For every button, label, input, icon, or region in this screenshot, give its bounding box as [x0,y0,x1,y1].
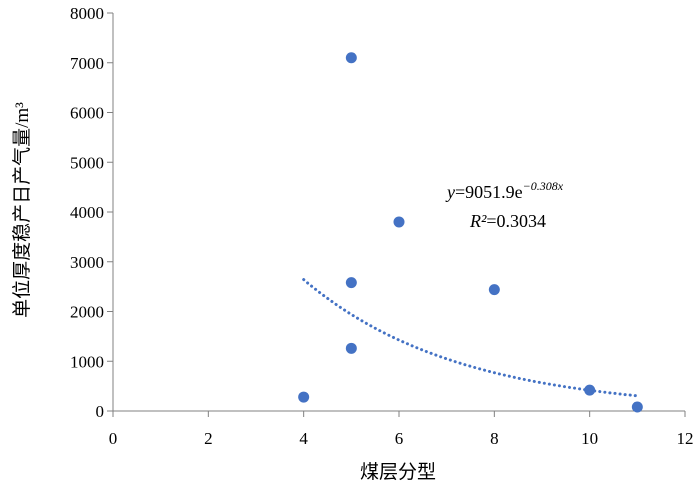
data-points [298,52,643,413]
data-point [488,284,500,296]
data-point [345,277,357,289]
y-tick-label: 3000 [70,253,104,272]
y-tick-label: 7000 [70,54,104,73]
y-tick-label: 0 [96,402,105,421]
x-tick-label: 8 [490,429,499,448]
y-axis-title: 单位厚度稳产日产气量/m³ [11,102,33,318]
y-tick-label: 2000 [70,303,104,322]
data-point [298,391,310,403]
trendline-equation: y=9051.9e−0.308x [445,179,564,202]
y-tick-label: 8000 [70,4,104,23]
x-axis-ticks: 0 2 4 6 8 10 12 [109,411,694,448]
axes [112,13,685,412]
x-axis-title: 煤层分型 [360,461,436,483]
y-tick-label: 1000 [70,352,104,371]
y-tick-label: 5000 [70,153,104,172]
data-point [631,401,643,413]
x-tick-label: 12 [677,429,694,448]
x-tick-label: 0 [109,429,118,448]
x-tick-label: 2 [204,429,213,448]
data-point [345,342,357,354]
y-axis-ticks: 0 1000 2000 3000 4000 5000 6000 7000 8000 [70,4,113,421]
y-tick-label: 6000 [70,104,104,123]
trendline [302,278,639,398]
x-tick-label: 4 [299,429,308,448]
x-tick-label: 6 [395,429,404,448]
data-point [584,384,596,396]
trendline-group [302,278,639,398]
y-tick-label: 4000 [70,203,104,222]
data-point [393,216,405,228]
x-tick-label: 10 [581,429,598,448]
data-point [345,52,357,64]
r-squared-label: R²=0.3034 [469,211,546,231]
